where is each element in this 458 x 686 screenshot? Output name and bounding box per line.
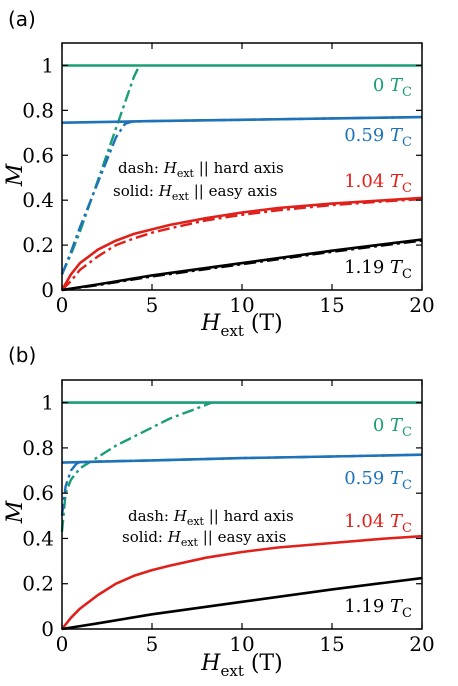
panel-a: (a) 0 5 10 15 20 0 0.2 0.4 0.6 0.8 1 M Hext (T) da… xyxy=(3,7,435,340)
x-tick-label: 5 xyxy=(146,632,159,656)
y-tick-label: 0 xyxy=(41,278,54,302)
y-axis-label: M xyxy=(3,163,28,187)
y-tick-label: 0.4 xyxy=(22,526,54,550)
x-tick-label: 20 xyxy=(409,632,434,656)
y-tick-label: 0.6 xyxy=(22,481,54,505)
series-label-1: 0.59 TC xyxy=(344,125,412,150)
series-3-solid-line xyxy=(61,576,423,631)
series-1-dash-line xyxy=(60,115,423,275)
x-tick-label: 0 xyxy=(56,632,69,656)
x-tick-label: 15 xyxy=(319,293,344,317)
y-tick-label: 0.6 xyxy=(22,143,54,167)
series-2-dash-line xyxy=(61,197,423,291)
series-label-2: 1.04 TC xyxy=(344,171,412,196)
series-label-1: 0.59 TC xyxy=(344,468,412,493)
series-label-0: 0 TC xyxy=(373,75,412,100)
series-label-2: 1.04 TC xyxy=(344,511,412,536)
panel-label: (b) xyxy=(8,343,36,367)
legend-note-solid: solid: Hext || easy axis xyxy=(113,182,277,203)
series-label-0: 0 TC xyxy=(373,415,412,440)
series-2-solid-line xyxy=(60,196,423,291)
x-tick-label: 10 xyxy=(229,293,254,317)
x-axis-label: Hext (T) xyxy=(200,651,282,680)
y-tick-label: 1 xyxy=(41,391,54,415)
series-label-3: 1.19 TC xyxy=(344,596,412,621)
y-tick-label: 0.2 xyxy=(22,233,54,257)
legend-note-dash: dash: Hext || hard axis xyxy=(128,507,294,528)
x-axis-label: Hext (T) xyxy=(200,311,282,340)
series-2-solid-line xyxy=(60,534,423,630)
legend-note-dash: dash: Hext || hard axis xyxy=(118,159,284,180)
legend-note-solid: solid: Hext || easy axis xyxy=(122,528,286,549)
y-tick-label: 0 xyxy=(41,617,54,641)
y-tick-label: 0.4 xyxy=(22,188,54,212)
series-0-dash-line xyxy=(60,401,212,532)
y-axis-label: M xyxy=(3,500,28,524)
y-tick-label: 0.8 xyxy=(22,98,54,122)
series-label-3: 1.19 TC xyxy=(344,257,412,282)
x-tick-label: 5 xyxy=(146,293,159,317)
series-3-dash-line xyxy=(61,239,423,292)
panel-b: (b) 0 5 10 15 20 0 0.2 0.4 0.6 0.8 1 M Hext (T) da… xyxy=(3,343,435,680)
y-tick-label: 1 xyxy=(41,53,54,77)
y-tick-label: 0.2 xyxy=(22,572,54,596)
plot-frame xyxy=(61,379,423,630)
y-tick-label: 0.8 xyxy=(22,436,54,460)
x-tick-label: 0 xyxy=(56,293,69,317)
panel-label: (a) xyxy=(8,7,36,31)
x-tick-label: 15 xyxy=(319,632,344,656)
x-tick-label: 10 xyxy=(229,632,254,656)
x-tick-label: 20 xyxy=(409,293,434,317)
